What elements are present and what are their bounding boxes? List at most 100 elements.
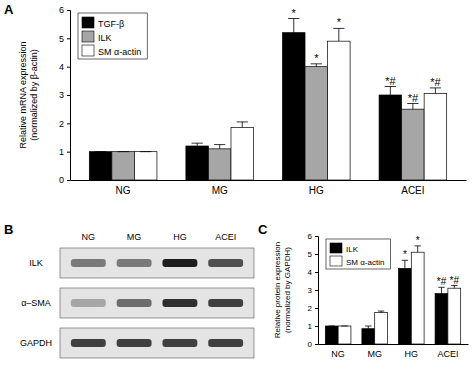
- error-bar: [329, 326, 335, 327]
- y-tick: 2: [59, 119, 70, 129]
- error-bar: [311, 64, 322, 67]
- bar: [379, 95, 402, 180]
- error-bar: [117, 151, 128, 152]
- error-bar: [378, 311, 384, 312]
- significance-marker: *#: [450, 275, 460, 286]
- error-bar: [407, 104, 418, 110]
- lane-label: HG: [173, 232, 187, 242]
- bar: [424, 94, 447, 180]
- y-axis-title-line: Relative mRNA expression: [18, 41, 28, 148]
- series: [112, 64, 424, 180]
- significance-marker: *#: [437, 276, 447, 287]
- legend-frame: [78, 13, 147, 59]
- bar: [375, 313, 388, 345]
- blot-panel: BNGMGHGACEIILKα–SMAGAPDH: [4, 222, 254, 358]
- y-tick: 3: [59, 90, 70, 100]
- error-bar: [95, 151, 106, 152]
- x-tick: MG: [212, 180, 228, 196]
- lane-label: NG: [82, 232, 96, 242]
- legend-swatch: [330, 256, 342, 266]
- significance-marker: *: [416, 235, 420, 246]
- y-tick-mark: [315, 326, 318, 327]
- y-axis-title: Relative mRNA expression(normalized by β…: [18, 41, 39, 148]
- blot-band: [117, 339, 152, 347]
- legend-label: SM α-actin: [346, 258, 384, 267]
- y-tick-label: 1: [59, 147, 64, 157]
- blot-frame: [60, 288, 254, 318]
- x-tick-label: MG: [212, 185, 228, 196]
- significance-marker: *: [292, 7, 297, 19]
- panel-label: A: [4, 2, 14, 17]
- y-tick-mark: [315, 254, 318, 255]
- bar: [362, 329, 375, 344]
- x-tick: MG: [367, 344, 382, 359]
- blot-band: [162, 339, 197, 347]
- legend-swatch: [82, 17, 94, 28]
- legend-swatch: [330, 243, 342, 253]
- x-tick-label: ACEI: [437, 349, 458, 359]
- y-tick: 1: [59, 147, 70, 157]
- blot-band: [117, 259, 152, 267]
- y-tick-label: 4: [308, 268, 313, 277]
- y-tick-mark: [67, 123, 70, 124]
- blot-band: [208, 259, 243, 267]
- blot-band: [208, 339, 243, 347]
- bar: [325, 326, 338, 344]
- legend-label: ILK: [346, 245, 359, 254]
- y-axis: 0123456: [308, 232, 319, 349]
- series: [338, 246, 461, 344]
- y-tick-label: 6: [59, 5, 64, 15]
- x-tick: NG: [116, 180, 131, 196]
- y-tick: 5: [59, 34, 70, 44]
- error-bar: [192, 143, 203, 146]
- bar: [328, 41, 351, 180]
- y-tick: 6: [59, 5, 70, 15]
- x-axis-line: [319, 344, 469, 345]
- y-axis-title-line: Relative protein expression: [273, 242, 282, 339]
- lane-label: ACEI: [215, 232, 236, 242]
- legend-swatch: [82, 45, 94, 56]
- y-tick-mark: [315, 236, 318, 237]
- y-tick-mark: [315, 344, 318, 345]
- figure: A Relative mRNA expression(normalized by …: [0, 0, 474, 372]
- panel: CRelative protein expression(normalized …: [258, 222, 469, 359]
- error-bar: [333, 28, 344, 41]
- panel: A Relative mRNA expression(normalized by …: [4, 2, 467, 196]
- y-tick-label: 2: [308, 304, 313, 313]
- y-tick-mark: [315, 308, 318, 309]
- x-axis-line: [71, 180, 467, 181]
- y-tick: 4: [308, 268, 318, 277]
- y-tick: 0: [308, 340, 318, 349]
- y-tick-mark: [67, 180, 70, 181]
- y-tick-label: 6: [308, 232, 313, 241]
- blot-frame: [60, 248, 254, 278]
- error-bar: [365, 326, 371, 329]
- legend-swatch: [82, 31, 94, 42]
- y-tick: 1: [308, 322, 318, 331]
- y-tick-label: 4: [59, 62, 64, 72]
- blot-band: [117, 299, 152, 307]
- y-tick-label: 0: [59, 175, 64, 185]
- y-tick-mark: [315, 272, 318, 273]
- y-tick: 5: [308, 250, 318, 259]
- blot-frame: [60, 328, 254, 358]
- bar: [305, 67, 328, 180]
- legend-frame: [326, 239, 390, 269]
- legend: ILK SM α-actin: [326, 239, 390, 269]
- y-axis: 0 1 2 3 4 5 6: [59, 5, 71, 185]
- x-tick: NG: [331, 344, 345, 359]
- error-bar: [402, 260, 408, 268]
- plot-area: [325, 246, 460, 344]
- y-tick: 4: [59, 62, 70, 72]
- y-tick-label: 5: [59, 34, 64, 44]
- x-tick: HG: [405, 344, 419, 359]
- significance-marker: *: [337, 16, 342, 28]
- blot-band: [162, 259, 197, 267]
- bar: [402, 109, 425, 180]
- bar: [231, 128, 254, 180]
- legend-label: SM α-actin: [98, 47, 141, 57]
- legend-label: TGF-β: [98, 19, 124, 29]
- series: [325, 260, 448, 344]
- x-tick-label: NG: [331, 349, 345, 359]
- legend: TGF-βILKSM α-actin: [78, 13, 147, 59]
